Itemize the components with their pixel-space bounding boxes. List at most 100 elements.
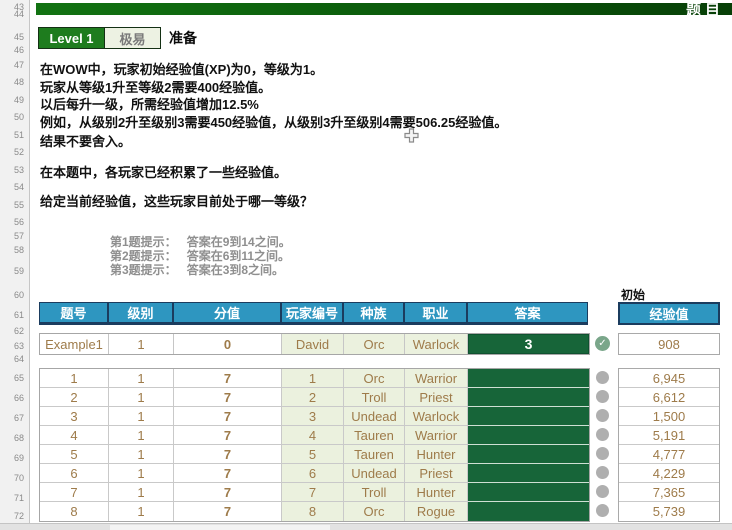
row-header[interactable]: 59 bbox=[13, 266, 24, 276]
description-line: 在本题中，各玩家已经积累了一些经验值。 bbox=[40, 165, 288, 180]
row-header[interactable]: 66 bbox=[13, 393, 24, 403]
pending-dot-icon bbox=[596, 371, 609, 384]
cell-score: 0 bbox=[174, 334, 282, 354]
pending-dot-icon bbox=[596, 409, 609, 422]
cell-race: Orc bbox=[344, 502, 405, 521]
cell-race: Undead bbox=[344, 464, 405, 483]
cell-id: 4 bbox=[40, 426, 109, 445]
cell-id: Example1 bbox=[40, 334, 109, 354]
column-header-level: 级别 bbox=[108, 302, 173, 323]
cell-id: 2 bbox=[40, 388, 109, 407]
row-header[interactable]: 71 bbox=[13, 493, 24, 503]
answer-cell[interactable]: 3 bbox=[468, 334, 589, 354]
row-header[interactable]: 46 bbox=[13, 45, 24, 55]
scrollbar-thumb[interactable] bbox=[110, 525, 330, 530]
answer-cell[interactable] bbox=[468, 426, 589, 445]
row-header[interactable]: 58 bbox=[13, 245, 24, 255]
row-header[interactable]: 62 bbox=[13, 326, 24, 336]
pending-dot-icon bbox=[596, 390, 609, 403]
cross-cursor-icon bbox=[404, 128, 419, 143]
table-row: 3 1 7 3 Undead Warlock bbox=[40, 407, 589, 426]
row-header[interactable]: 50 bbox=[13, 112, 24, 122]
row-header[interactable]: 72 bbox=[13, 511, 24, 521]
cell-id: 7 bbox=[40, 483, 109, 502]
row-header[interactable]: 51 bbox=[13, 130, 24, 140]
pending-dot-icon bbox=[596, 466, 609, 479]
answer-cell[interactable] bbox=[468, 502, 589, 521]
cell-score: 7 bbox=[174, 483, 282, 502]
row-header[interactable]: 53 bbox=[13, 165, 24, 175]
answer-cell[interactable] bbox=[468, 407, 589, 426]
cell-class: Warlock bbox=[405, 334, 468, 354]
puzzle-table: 1 1 7 1 Orc Warrior 2 1 7 2 Troll Priest… bbox=[39, 368, 590, 522]
row-header[interactable]: 45 bbox=[13, 32, 24, 42]
difficulty-label: 极易 bbox=[105, 27, 161, 49]
cell-class: Hunter bbox=[405, 445, 468, 464]
horizontal-scrollbar[interactable] bbox=[0, 523, 732, 530]
description-line: 例如，从级别2升至级别3需要450经验值，从级别3升至级别4需要506.25经验… bbox=[40, 115, 508, 130]
row-header[interactable]: 64 bbox=[13, 354, 24, 364]
cell-score: 7 bbox=[174, 502, 282, 521]
table-row: 6 1 7 6 Undead Priest bbox=[40, 464, 589, 483]
row-header[interactable]: 60 bbox=[13, 290, 24, 300]
description-line: 以后每升一级，所需经验值增加12.5% bbox=[40, 97, 259, 112]
row-header[interactable]: 57 bbox=[13, 231, 24, 241]
cell-class: Priest bbox=[405, 388, 468, 407]
row-header[interactable]: 61 bbox=[13, 310, 24, 320]
row-header[interactable]: 47 bbox=[13, 60, 24, 70]
cell-level: 1 bbox=[109, 464, 174, 483]
row-header[interactable]: 44 bbox=[13, 9, 24, 19]
status-text: 准备 bbox=[169, 30, 197, 46]
xp-value: 5,191 bbox=[619, 426, 719, 445]
cell-level: 1 bbox=[109, 388, 174, 407]
row-header[interactable]: 56 bbox=[13, 217, 24, 227]
row-header[interactable]: 68 bbox=[13, 433, 24, 443]
description-line: 玩家从等级1升至等级2需要400经验值。 bbox=[40, 80, 272, 95]
table-row: 5 1 7 5 Tauren Hunter bbox=[40, 445, 589, 464]
row-header[interactable]: 65 bbox=[13, 373, 24, 383]
row-header[interactable]: 49 bbox=[13, 95, 24, 105]
table-header-row: 题号 级别 分值 玩家编号 种族 职业 答案 bbox=[39, 302, 588, 325]
table-row: 2 1 7 2 Troll Priest bbox=[40, 388, 589, 407]
cell-level: 1 bbox=[109, 502, 174, 521]
cell-player: 1 bbox=[282, 369, 344, 388]
xp-value: 4,777 bbox=[619, 445, 719, 464]
xp-value: 5,739 bbox=[652, 504, 686, 519]
answer-cell[interactable] bbox=[468, 388, 589, 407]
cell-score: 7 bbox=[174, 407, 282, 426]
column-header-player: 玩家编号 bbox=[281, 302, 343, 323]
cell-player: 7 bbox=[282, 483, 344, 502]
row-header[interactable]: 70 bbox=[13, 473, 24, 483]
row-header[interactable]: 52 bbox=[13, 147, 24, 157]
row-header[interactable]: 54 bbox=[13, 182, 24, 192]
cell-class: Hunter bbox=[405, 483, 468, 502]
column-header-score: 分值 bbox=[173, 302, 281, 323]
column-header-class: 职业 bbox=[404, 302, 467, 323]
cell-id: 3 bbox=[40, 407, 109, 426]
cell-player: 4 bbox=[282, 426, 344, 445]
xp-value: 6,945 bbox=[619, 369, 719, 388]
answer-cell[interactable] bbox=[468, 445, 589, 464]
cell-score: 7 bbox=[174, 445, 282, 464]
hint-line: 第2题提示： 答案在6到11之间。 bbox=[110, 247, 290, 263]
row-header[interactable]: 67 bbox=[13, 413, 24, 423]
row-header[interactable]: 55 bbox=[13, 200, 24, 210]
cell-player: 3 bbox=[282, 407, 344, 426]
cell-race: Troll bbox=[344, 388, 405, 407]
pending-dot-icon bbox=[596, 447, 609, 460]
check-icon: ✓ bbox=[595, 336, 610, 351]
answer-cell[interactable] bbox=[468, 369, 589, 388]
row-header[interactable]: 48 bbox=[13, 77, 24, 87]
pending-dot-icon bbox=[596, 504, 609, 517]
description-line: 结果不要舍入。 bbox=[40, 134, 132, 149]
hint-text: 答案在9到14之间。 bbox=[186, 235, 291, 249]
title-bar: 题目 bbox=[36, 3, 732, 15]
row-header[interactable]: 43 bbox=[13, 2, 24, 12]
answer-cell[interactable] bbox=[468, 483, 589, 502]
answer-cell[interactable] bbox=[468, 464, 589, 483]
xp-top-label: 初始 bbox=[621, 288, 646, 302]
cell-class: Rogue bbox=[405, 502, 468, 521]
row-header[interactable]: 63 bbox=[13, 341, 24, 351]
row-header[interactable]: 69 bbox=[13, 453, 24, 463]
example-row: Example1 1 0 David Orc Warlock 3 bbox=[39, 333, 590, 355]
